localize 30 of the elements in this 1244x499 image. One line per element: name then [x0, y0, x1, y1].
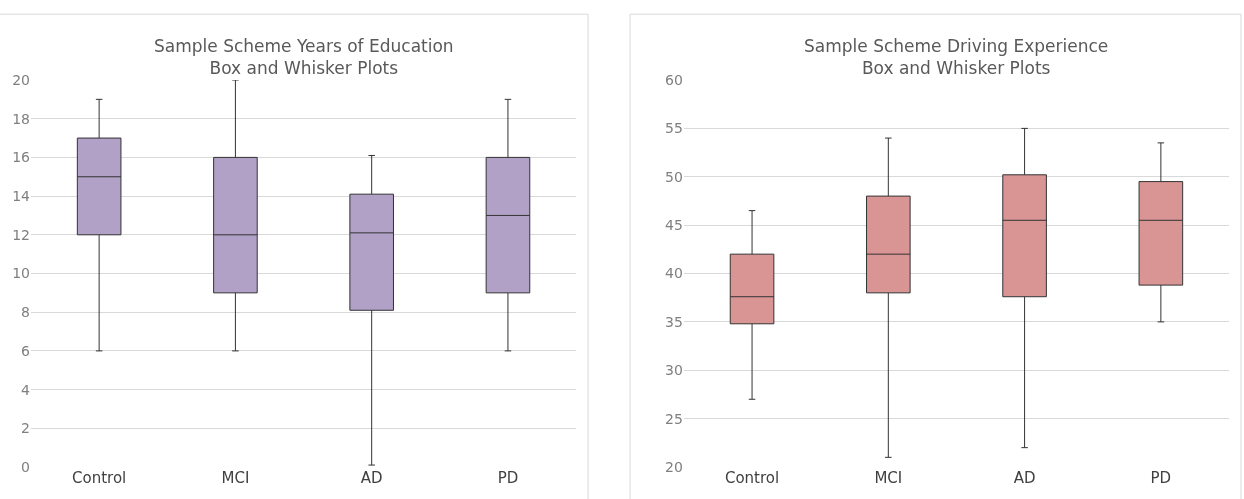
- x-tick-label: Control: [72, 469, 127, 487]
- y-tick-label: 6: [21, 342, 31, 359]
- chart-title: Sample Scheme Driving Experience Box and Whisker Plots: [804, 36, 1109, 79]
- x-tick-label: Control: [724, 469, 780, 487]
- y-tick-label: 25: [665, 410, 683, 427]
- y-tick-label: 8: [21, 304, 30, 321]
- x-tick-label: AD: [360, 469, 383, 487]
- y-tick-label: 2: [21, 420, 30, 437]
- y-tick-label: 50: [665, 168, 683, 185]
- x-tick-label: MCI: [874, 469, 903, 487]
- y-tick-label: 20: [12, 71, 30, 88]
- x-tick-label: MCI: [221, 469, 250, 487]
- y-tick-label: 4: [21, 381, 31, 398]
- y-tick-label: 12: [12, 226, 30, 243]
- y-tick-label: 45: [665, 217, 683, 234]
- y-tick-label: 35: [665, 313, 683, 330]
- y-tick-label: 60: [665, 71, 683, 88]
- y-tick-label: 0: [21, 458, 30, 475]
- y-tick-label: 18: [12, 110, 30, 127]
- x-tick-label: PD: [1150, 469, 1172, 487]
- y-tick-label: 16: [12, 149, 31, 166]
- y-tick-label: 40: [665, 265, 683, 282]
- chart-title: Sample Scheme Years of Education Box and Whisker Plots: [154, 36, 454, 79]
- y-tick-label: 30: [665, 362, 683, 379]
- y-tick-label: 10: [12, 265, 30, 282]
- x-tick-label: PD: [497, 469, 519, 487]
- y-tick-label: 14: [12, 188, 31, 204]
- y-tick-label: 20: [665, 458, 683, 475]
- y-tick-label: 55: [665, 120, 683, 137]
- x-tick-label: AD: [1013, 469, 1036, 487]
